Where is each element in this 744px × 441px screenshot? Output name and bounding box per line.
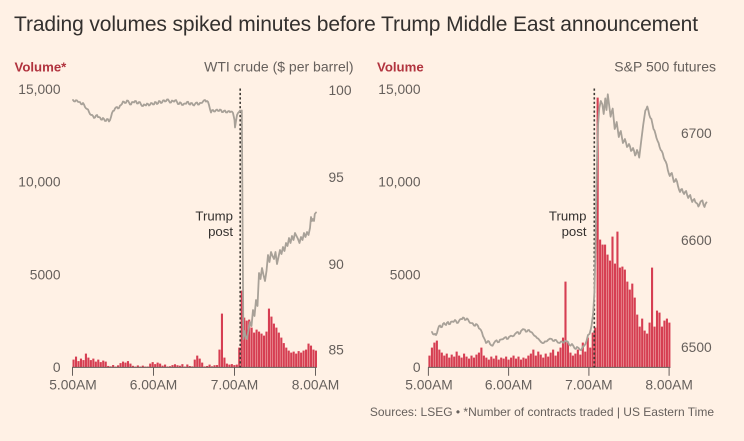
svg-text:6.00AM: 6.00AM [130, 378, 178, 393]
svg-text:WTI crude ($ per barrel): WTI crude ($ per barrel) [204, 58, 353, 74]
svg-text:15,000: 15,000 [378, 82, 421, 97]
svg-text:10,000: 10,000 [378, 175, 421, 190]
svg-text:85: 85 [329, 342, 345, 357]
svg-text:5000: 5000 [390, 267, 421, 282]
svg-text:5.00AM: 5.00AM [49, 378, 97, 393]
svg-text:90: 90 [329, 257, 345, 272]
svg-text:7.00AM: 7.00AM [565, 378, 613, 393]
svg-text:6500: 6500 [681, 340, 712, 355]
svg-text:Trading volumes spiked minutes: Trading volumes spiked minutes before Tr… [14, 13, 698, 36]
svg-text:Volume: Volume [377, 59, 424, 74]
svg-text:Volume*: Volume* [15, 59, 68, 74]
svg-text:post: post [208, 224, 233, 239]
svg-text:Trump: Trump [549, 209, 587, 224]
svg-text:6600: 6600 [681, 233, 712, 248]
svg-text:6700: 6700 [681, 126, 712, 141]
svg-text:post: post [562, 224, 587, 239]
svg-text:S&P 500 futures: S&P 500 futures [614, 58, 716, 74]
svg-text:5000: 5000 [30, 267, 61, 282]
svg-text:6.00AM: 6.00AM [485, 378, 533, 393]
svg-text:10,000: 10,000 [18, 175, 61, 190]
svg-text:0: 0 [53, 360, 61, 375]
svg-text:8.00AM: 8.00AM [645, 378, 693, 393]
svg-text:Trump: Trump [195, 209, 233, 224]
svg-text:100: 100 [329, 83, 352, 98]
svg-text:95: 95 [329, 170, 345, 185]
svg-text:15,000: 15,000 [18, 82, 61, 97]
svg-text:7.00AM: 7.00AM [211, 378, 259, 393]
svg-text:0: 0 [413, 360, 421, 375]
svg-text:5.00AM: 5.00AM [405, 378, 453, 393]
svg-text:8.00AM: 8.00AM [292, 378, 340, 393]
svg-text:Sources: LSEG • *Number of con: Sources: LSEG • *Number of contracts tra… [370, 405, 714, 419]
